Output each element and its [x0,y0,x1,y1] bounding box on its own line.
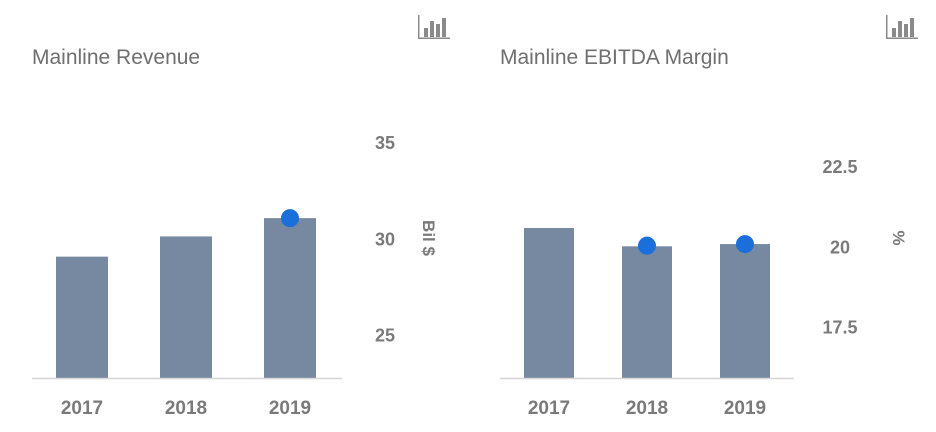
y-axis-title: % [889,230,908,245]
ebitda-margin-plot: 2017 2018 2019 17.5 20 22.5% [500,157,908,419]
bar-chart-icon[interactable] [418,15,450,39]
y-tick-label: 30 [375,229,395,249]
y-tick-label: 25 [375,326,395,346]
y-tick-label: 17.5 [822,318,857,338]
marker-point-2019[interactable] [281,209,299,228]
bar-2017[interactable] [56,256,108,378]
x-tick-label: 2019 [269,398,311,419]
y-tick-label: 35 [375,133,395,153]
x-tick-label: 2018 [165,398,207,419]
bar-2018[interactable] [160,236,212,378]
chart-title: Mainline EBITDA Margin [500,46,729,69]
revenue-plot: 2017 2018 2019 25 30 35 Bil $ [32,133,438,419]
y-tick-label: 20 [830,237,850,257]
chart-panel-ebitda-margin: Mainline EBITDA Margin 2017 2018 2019 17.5 2… [468,0,936,432]
marker-point-2018[interactable] [638,236,656,255]
y-tick-label: 22.5 [822,157,857,177]
x-tick-label: 2019 [724,398,766,419]
x-tick-label: 2017 [61,398,103,419]
chart-panel-revenue: Mainline Revenue 2017 2018 2019 25 30 35 Bil $ [32,15,450,419]
bar-2019[interactable] [720,244,770,378]
bar-chart-icon[interactable] [886,15,918,39]
marker-point-2019[interactable] [736,235,754,254]
bar-2018[interactable] [622,246,672,378]
y-axis-title: Bil $ [419,220,438,256]
x-tick-label: 2017 [528,398,570,419]
chart-title: Mainline Revenue [32,46,201,69]
x-tick-label: 2018 [626,398,668,419]
bar-2017[interactable] [524,228,574,378]
bar-2019[interactable] [264,218,316,378]
